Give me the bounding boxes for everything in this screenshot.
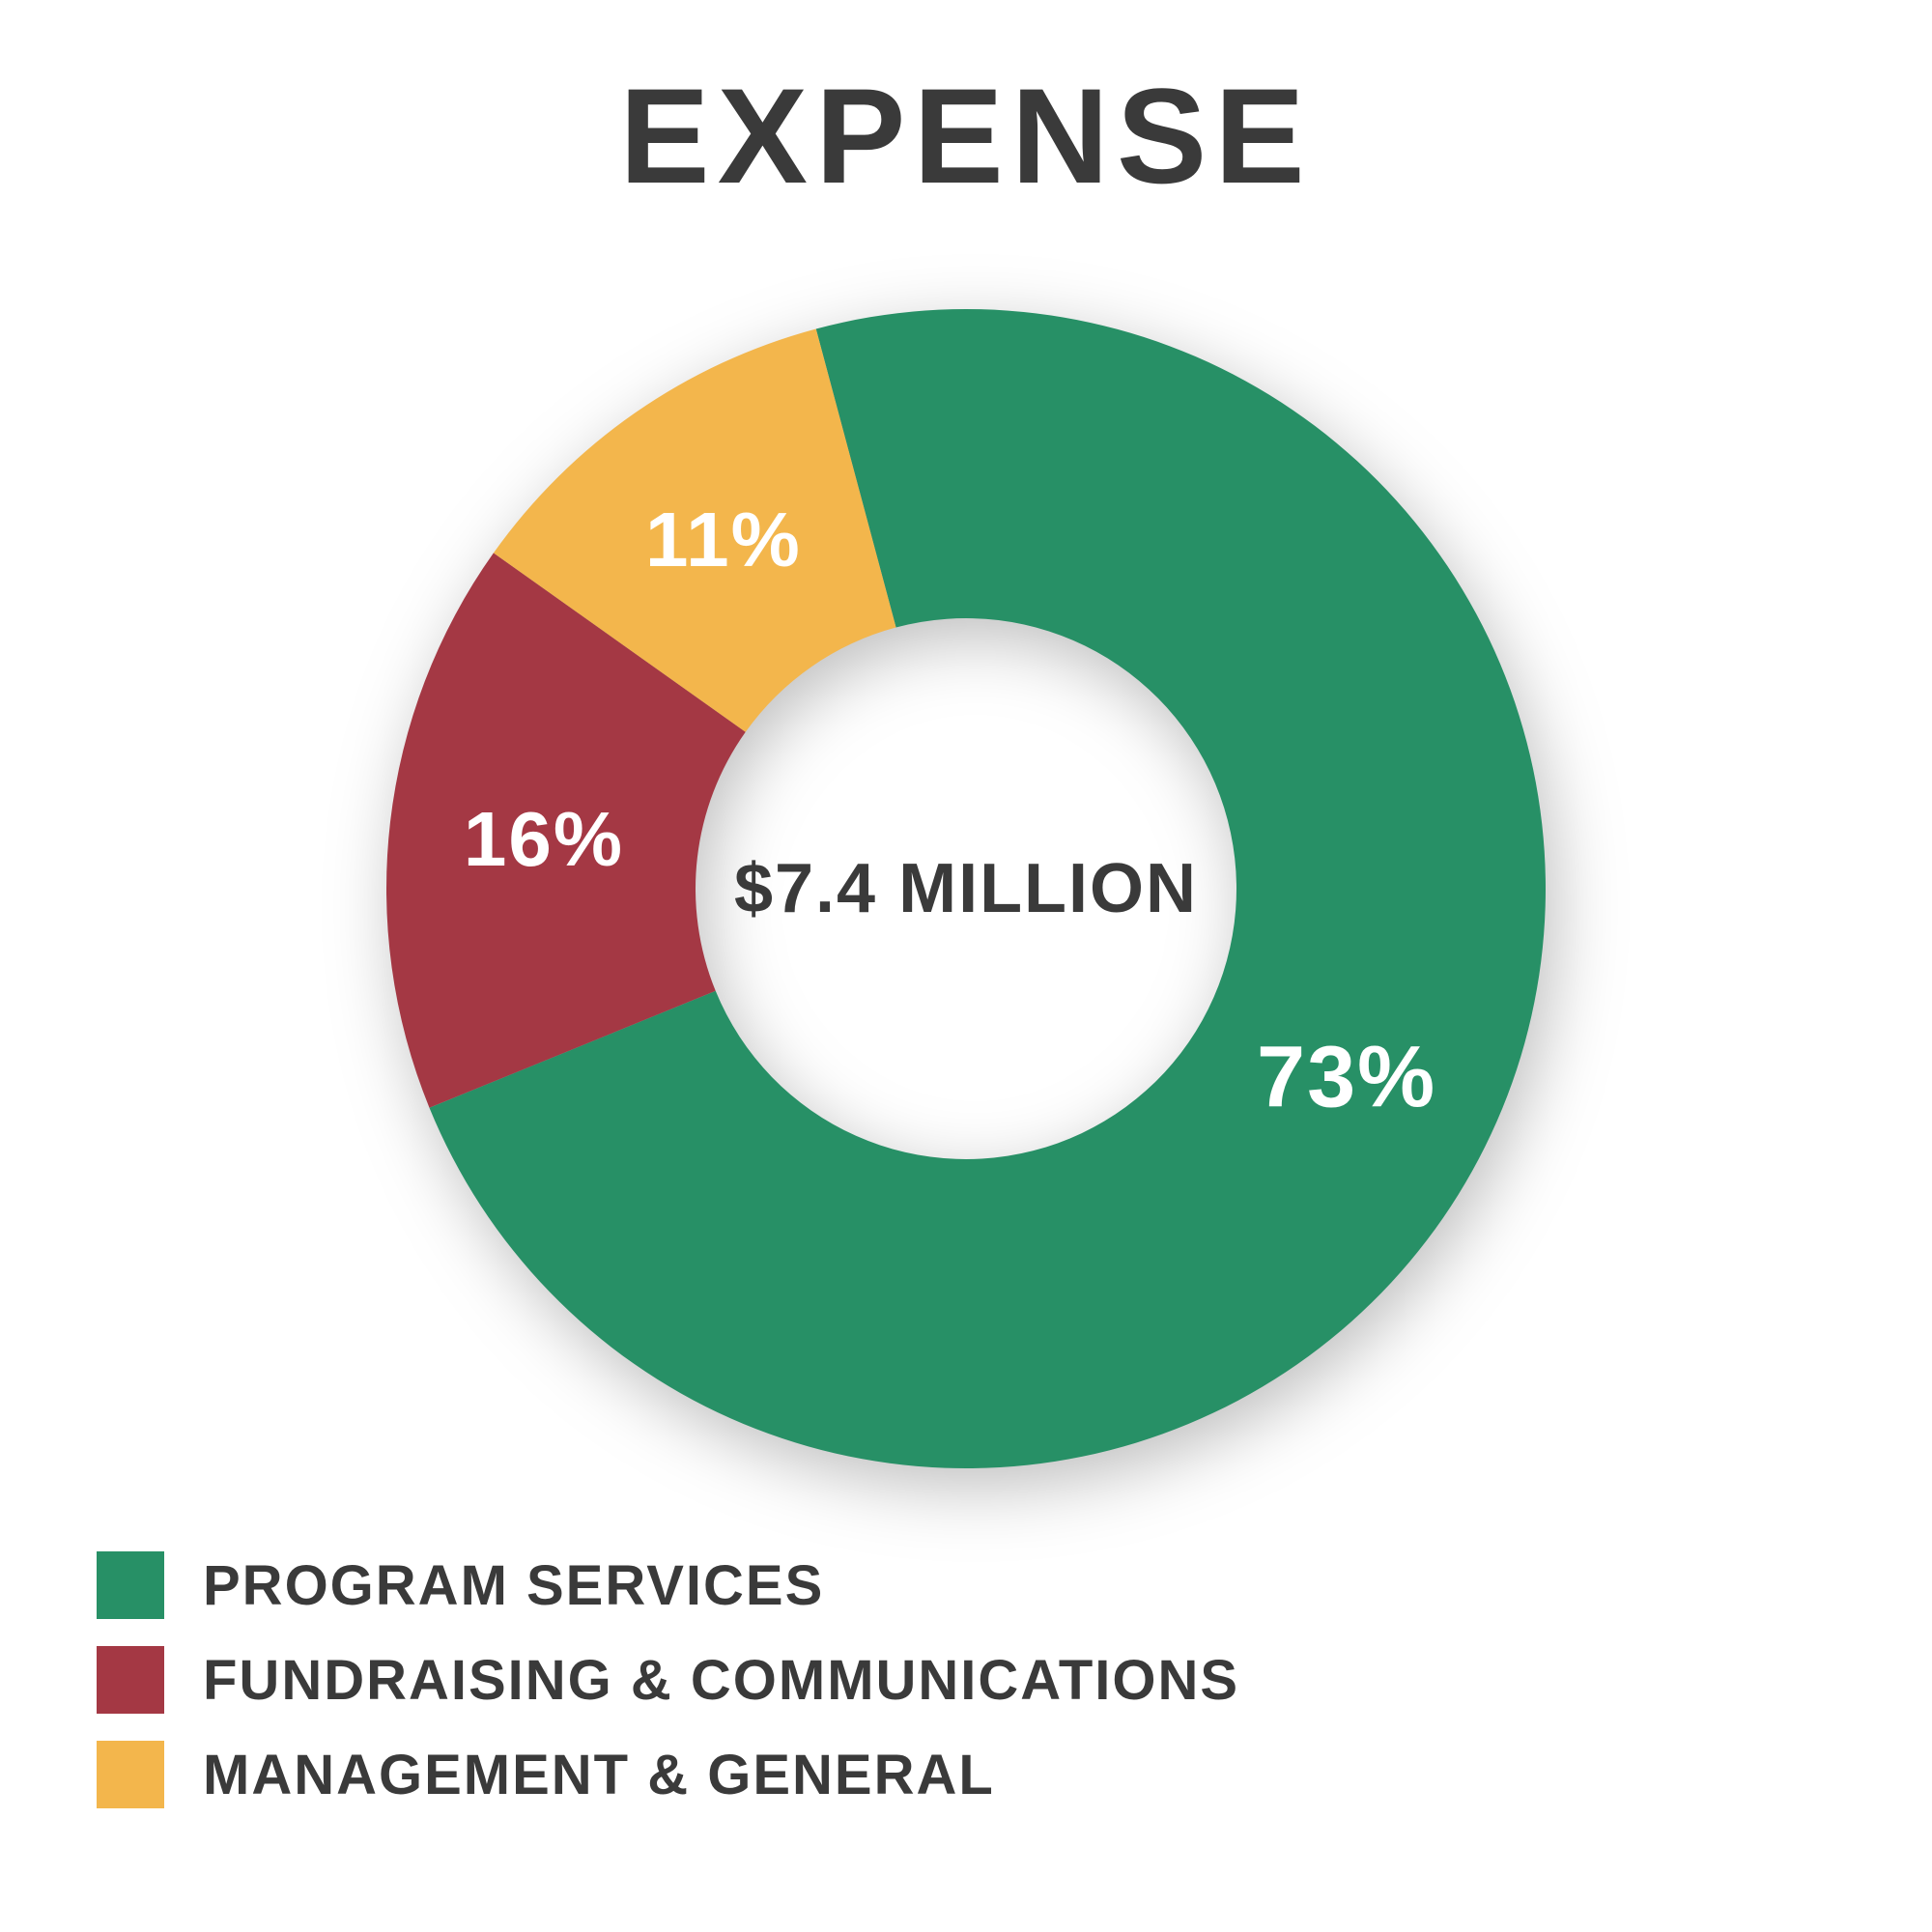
legend-swatch xyxy=(97,1646,164,1714)
slice-label-fundraising_communications: 16% xyxy=(464,795,624,884)
slice-label-management_general: 11% xyxy=(645,496,802,584)
legend: PROGRAM SERVICES FUNDRAISING & COMMUNICAT… xyxy=(97,1551,1239,1835)
expense-chart-container: EXPENSE $7.4 MILLION 73% 16% 11% PROGRAM S… xyxy=(0,0,1932,1932)
legend-swatch xyxy=(97,1741,164,1808)
legend-item: MANAGEMENT & GENERAL xyxy=(97,1741,1239,1808)
slice-label-program_services: 73% xyxy=(1257,1028,1436,1127)
legend-swatch xyxy=(97,1551,164,1619)
chart-title: EXPENSE xyxy=(0,58,1932,214)
legend-label: PROGRAM SERVICES xyxy=(203,1553,824,1618)
legend-label: MANAGEMENT & GENERAL xyxy=(203,1743,995,1807)
donut-center-label: $7.4 MILLION xyxy=(734,849,1198,928)
legend-label: FUNDRAISING & COMMUNICATIONS xyxy=(203,1648,1239,1713)
legend-item: PROGRAM SERVICES xyxy=(97,1551,1239,1619)
legend-item: FUNDRAISING & COMMUNICATIONS xyxy=(97,1646,1239,1714)
donut-chart: $7.4 MILLION 73% 16% 11% xyxy=(386,309,1546,1468)
